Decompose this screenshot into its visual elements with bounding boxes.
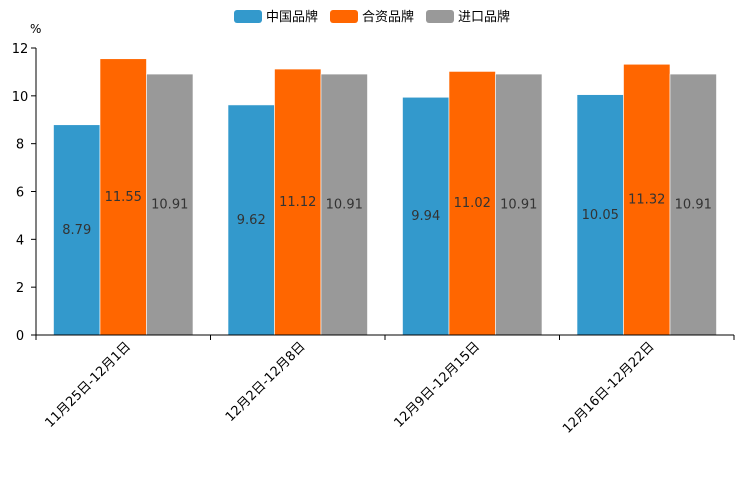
- data-label-3-4: 10.91: [675, 198, 712, 213]
- x-tick-label: 12月16日-12月22日: [560, 339, 657, 436]
- legend-swatch-1: [234, 10, 262, 23]
- data-label-3-1: 10.91: [151, 198, 188, 213]
- x-tick-label: 12月9日-12月15日: [391, 339, 483, 431]
- bar-2-4: [623, 63, 671, 336]
- x-tick-label: 12月2日-12月8日: [223, 339, 309, 425]
- y-axis-unit: %: [30, 22, 41, 36]
- y-tick-label: 4: [16, 233, 24, 248]
- data-label-1-2: 9.62: [237, 213, 266, 228]
- data-label-3-2: 10.91: [326, 198, 363, 213]
- bar-3-2: [320, 73, 368, 336]
- data-labels: 8.79 11.55 10.91 9.62 11.12 10.91 9.94 11.02 10.…: [62, 190, 712, 238]
- y-tick-label: 8: [16, 138, 24, 153]
- y-tick-label: 2: [16, 281, 24, 296]
- legend: 中国品牌 合资品牌 进口品牌: [234, 9, 510, 25]
- legend-label-1: 中国品牌: [266, 9, 318, 25]
- bar-1-3: [402, 96, 450, 336]
- legend-label-2: 合资品牌: [362, 9, 414, 25]
- bar-2-3: [448, 71, 496, 336]
- x-tick-label: 11月25日-12月1日: [42, 339, 134, 431]
- data-label-1-1: 8.79: [62, 223, 91, 238]
- legend-swatch-3: [426, 10, 454, 23]
- data-label-2-1: 11.55: [105, 190, 142, 205]
- data-label-1-4: 10.05: [582, 208, 619, 223]
- bars: [53, 58, 717, 336]
- y-axis: 0 2 4 6 8 10 12: [12, 42, 37, 344]
- data-label-3-3: 10.91: [500, 198, 537, 213]
- legend-label-3: 进口品牌: [458, 9, 510, 25]
- y-tick-label: 12: [12, 42, 29, 57]
- y-tick-label: 0: [16, 329, 24, 344]
- data-label-2-2: 11.12: [279, 195, 316, 210]
- y-tick-label: 6: [16, 186, 24, 201]
- bar-1-1: [53, 124, 101, 336]
- bar-3-4: [669, 73, 717, 336]
- x-axis: 11月25日-12月1日 12月2日-12月8日 12月9日-12月15日 12月16…: [35, 334, 735, 437]
- data-label-2-4: 11.32: [628, 193, 665, 208]
- bar-2-1: [99, 58, 147, 336]
- data-label-1-3: 9.94: [411, 209, 440, 224]
- y-tick-label: 10: [12, 90, 29, 105]
- data-label-2-3: 11.02: [454, 196, 491, 211]
- legend-swatch-2: [330, 10, 358, 23]
- bar-3-1: [146, 73, 194, 336]
